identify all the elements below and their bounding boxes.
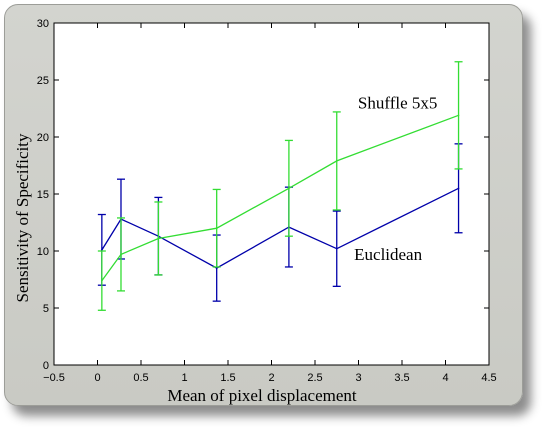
data-point (457, 114, 460, 117)
y-tick-label: 0 (43, 360, 49, 372)
y-tick-label: 30 (37, 18, 49, 30)
y-tick-label: 5 (43, 303, 49, 315)
y-tick-label: 10 (37, 246, 49, 258)
data-point (215, 227, 218, 229)
error-bar (332, 111, 341, 211)
x-tick-label: 1.5 (220, 372, 235, 384)
data-point (101, 279, 103, 282)
data-point (120, 253, 122, 256)
x-tick-label: −0.5 (43, 372, 65, 384)
data-point (101, 249, 103, 251)
x-tick-label: 3 (355, 372, 361, 384)
data-point (288, 187, 290, 190)
x-tick-label: 2.5 (307, 372, 322, 384)
error-bar (332, 210, 341, 287)
data-series (97, 61, 463, 311)
error-bar (212, 188, 221, 268)
plot-area (53, 22, 490, 366)
y-tick-label: 20 (37, 132, 49, 144)
error-bar (284, 139, 293, 237)
annotations: Shuffle 5x5 Euclidean (354, 94, 437, 265)
x-tick-label: 0 (94, 372, 100, 384)
data-point (335, 160, 338, 162)
x-tick-label: 0.5 (133, 372, 148, 384)
data-point (457, 187, 460, 190)
data-point (335, 247, 338, 250)
x-tick-label: 1 (181, 372, 187, 384)
y-tick-label: 25 (37, 75, 49, 87)
x-tick-label: 4 (442, 372, 448, 384)
error-bar (454, 61, 463, 170)
x-tick-label: 4.5 (481, 372, 496, 384)
series-annotation: Euclidean (354, 245, 422, 264)
data-point (157, 237, 160, 240)
error-bar (154, 201, 163, 276)
x-axis-label: Mean of pixel displacement (167, 386, 357, 405)
series-annotation: Shuffle 5x5 (358, 94, 438, 113)
data-point (215, 267, 218, 269)
series-shuffle-5x5 (97, 61, 463, 311)
y-axis-label: Sensitivity of Specificity (13, 133, 32, 303)
error-bar (97, 250, 106, 311)
y-tick-label: 15 (37, 189, 49, 201)
x-tick-label: 2 (268, 372, 274, 384)
error-bar (116, 217, 125, 292)
x-tick-label: 3.5 (394, 372, 409, 384)
